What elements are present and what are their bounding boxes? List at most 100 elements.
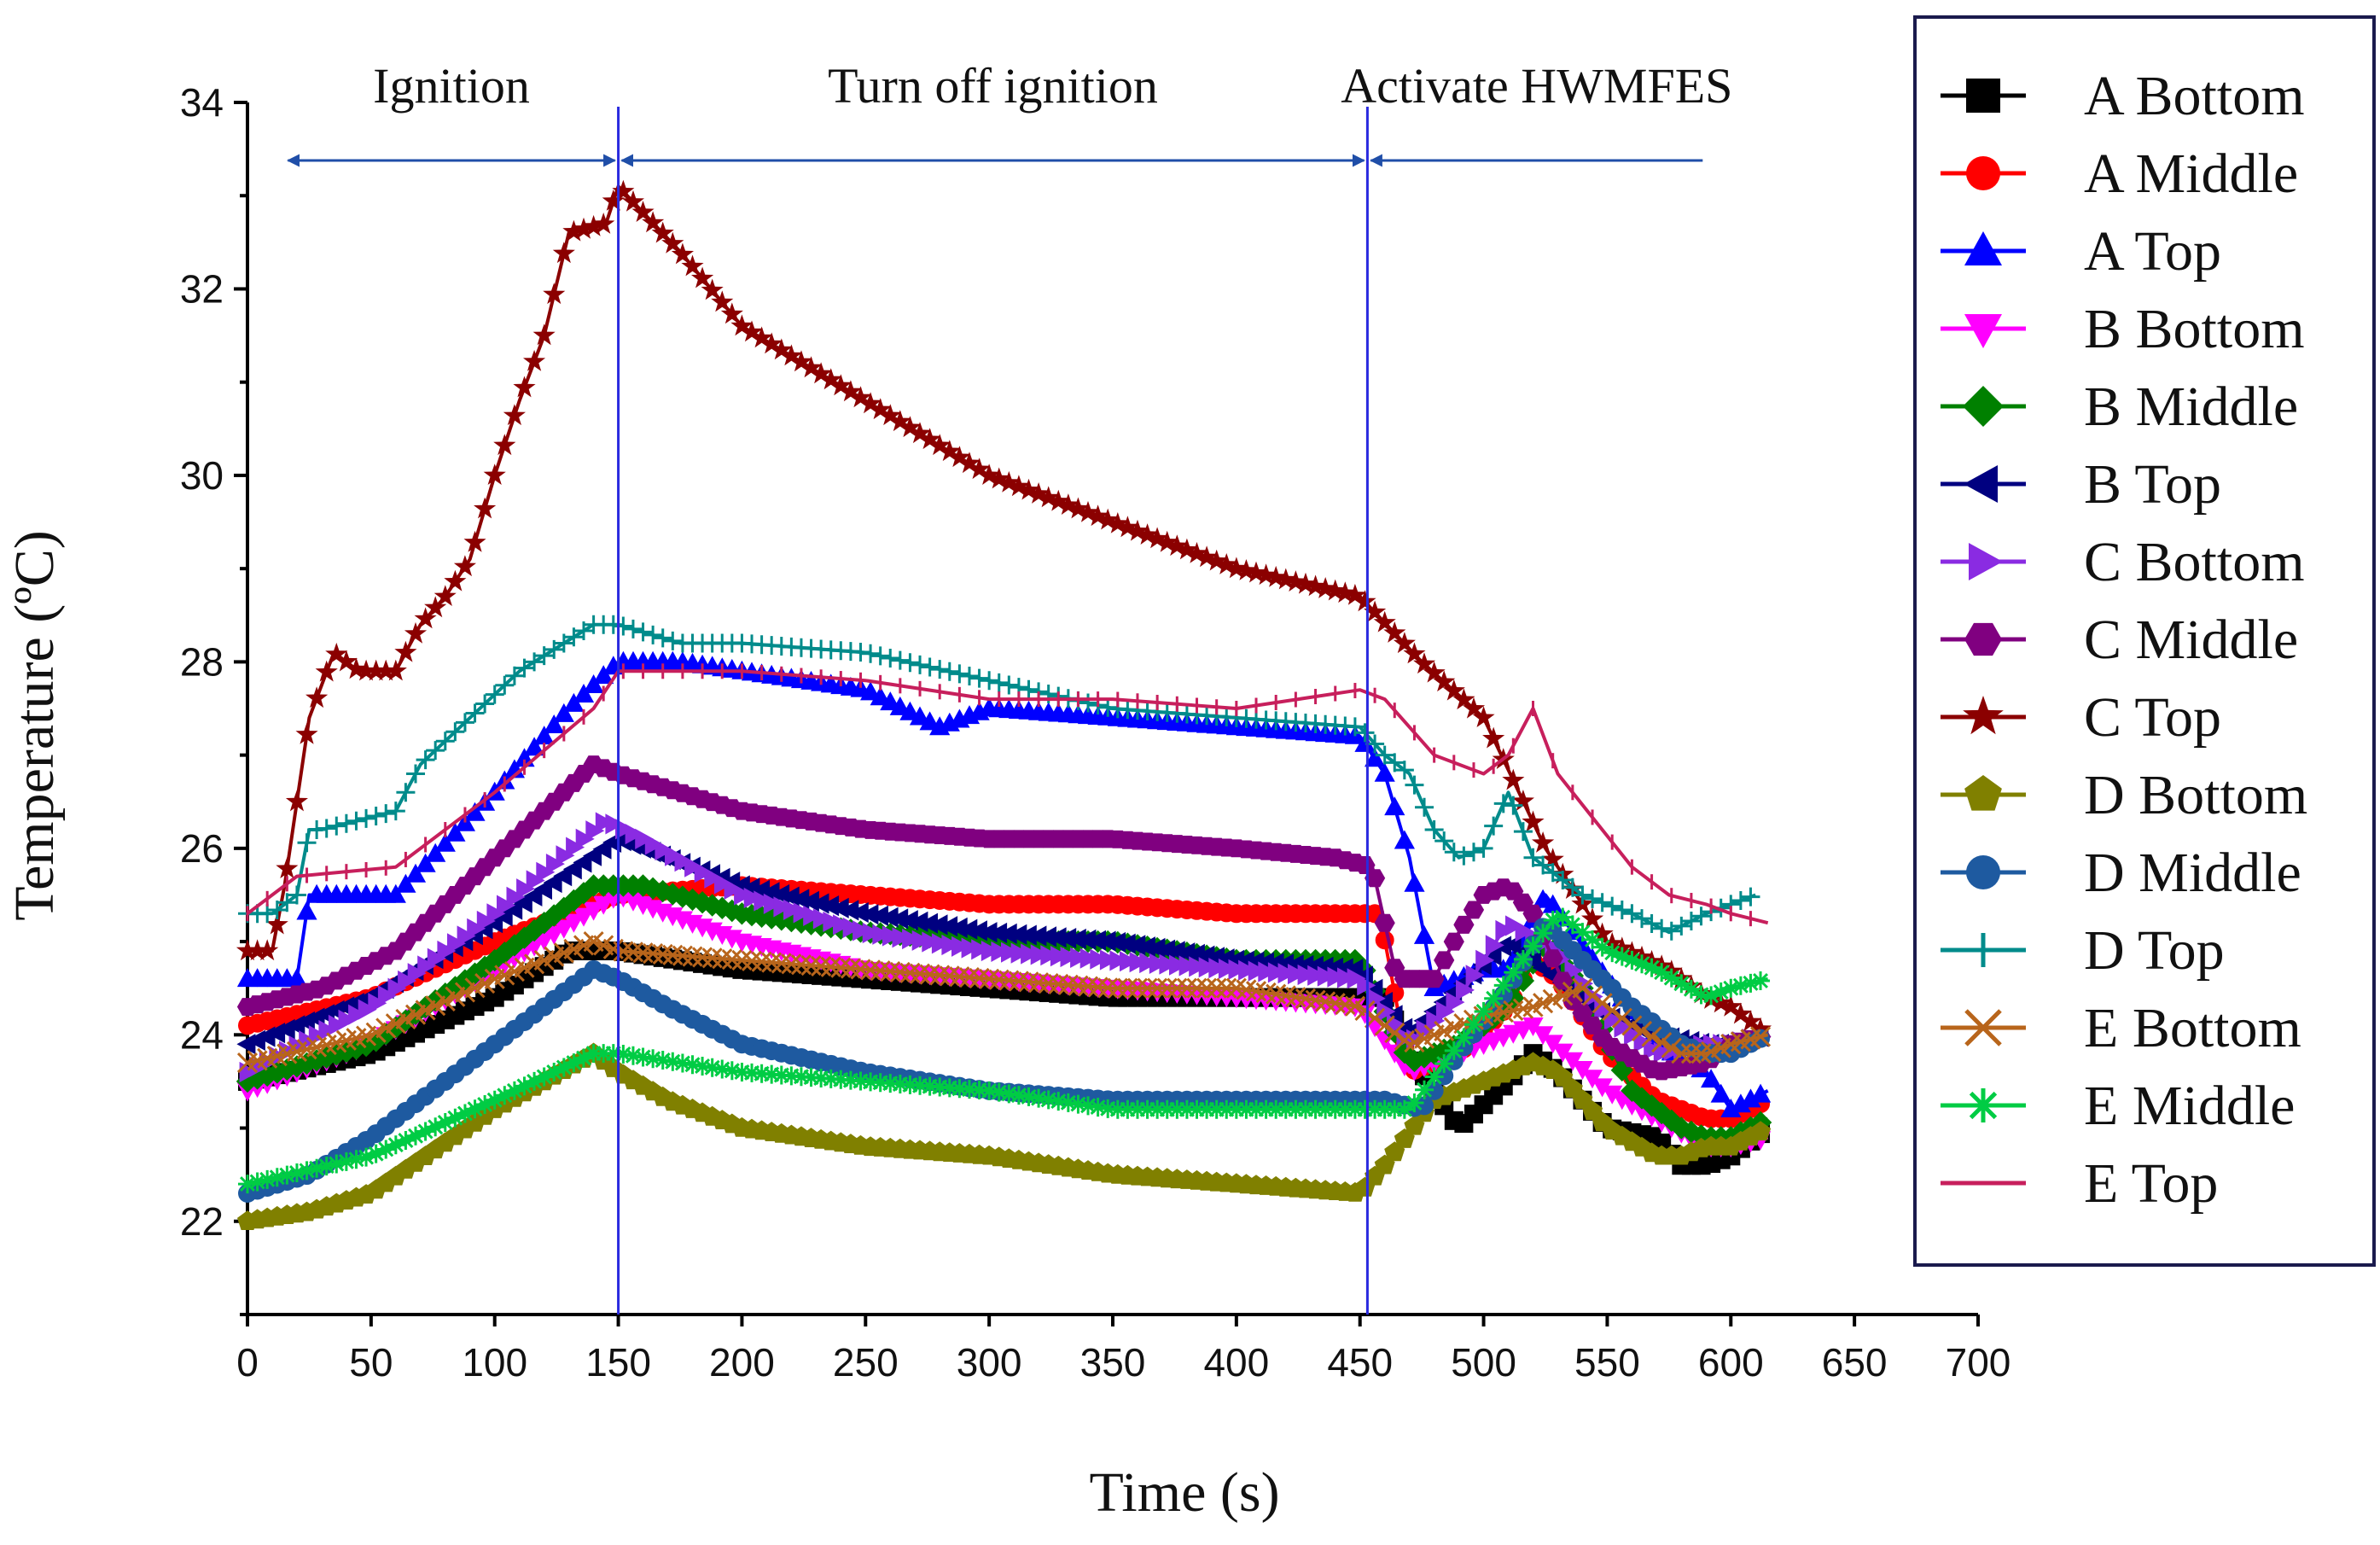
data-point: [1553, 907, 1573, 927]
data-point: [1415, 1096, 1434, 1116]
data-point: [900, 653, 920, 673]
data-point: [447, 933, 466, 954]
data-point: [1642, 958, 1661, 977]
data-point: [643, 1049, 663, 1069]
data-point: [1098, 1099, 1118, 1118]
data-point: [376, 1140, 396, 1159]
data-point: [1039, 1090, 1058, 1110]
data-point: [633, 1047, 653, 1067]
data-point: [544, 1063, 564, 1082]
data-point: [1413, 652, 1436, 674]
data-point: [427, 947, 446, 969]
data-point: [238, 1175, 257, 1194]
phase-label: Turn off ignition: [828, 58, 1158, 114]
y-tick-label: 22: [180, 1199, 224, 1244]
data-point: [1116, 516, 1139, 538]
data-point: [1120, 951, 1138, 972]
data-point: [920, 657, 940, 677]
data-point: [1652, 918, 1672, 938]
data-point: [1021, 943, 1040, 965]
data-point: [1592, 893, 1612, 912]
data-point: [1146, 527, 1169, 549]
data-point: [1070, 947, 1090, 968]
data-point: [463, 530, 486, 552]
data-point: [434, 585, 457, 606]
data-point: [998, 970, 1020, 991]
data-point: [623, 619, 643, 638]
data-point: [1721, 978, 1741, 998]
data-point: [1106, 512, 1129, 533]
data-point: [417, 955, 437, 977]
data-point: [1215, 553, 1238, 574]
data-point: [1691, 907, 1711, 926]
data-point: [1472, 706, 1495, 727]
data-point: [1175, 538, 1198, 560]
data-point: [1384, 796, 1405, 816]
data-point: [465, 1099, 485, 1119]
data-point: [1217, 1099, 1237, 1119]
series-line: [247, 1052, 1769, 1223]
data-point: [475, 1095, 495, 1115]
data-point: [1513, 949, 1533, 969]
data-point: [812, 1068, 831, 1087]
data-point: [1610, 1058, 1633, 1082]
data-point: [277, 893, 297, 912]
data-point: [1107, 931, 1126, 953]
data-point: [1515, 921, 1534, 942]
data-point: [1138, 1099, 1157, 1119]
data-point: [980, 671, 999, 691]
data-point: [593, 895, 614, 915]
data-point: [730, 314, 754, 336]
data-point: [1415, 797, 1434, 817]
data-point: [504, 666, 524, 685]
data-point: [1267, 962, 1287, 983]
data-point: [1169, 954, 1188, 976]
data-point: [869, 398, 892, 420]
data-point: [999, 1084, 1019, 1104]
data-point: [833, 914, 852, 936]
data-point: [1442, 679, 1465, 701]
data-point: [1079, 693, 1098, 713]
legend-marker: [1969, 543, 2003, 580]
data-point: [603, 1044, 623, 1064]
data-point: [394, 640, 417, 662]
data-point: [1652, 963, 1672, 982]
x-tick-label: 550: [1574, 1340, 1640, 1385]
data-point: [793, 902, 812, 924]
data-point: [525, 1071, 544, 1091]
data-point: [545, 854, 565, 875]
data-point: [1146, 937, 1166, 959]
data-point: [416, 1122, 435, 1141]
data-point: [267, 1168, 287, 1187]
data-point: [1484, 988, 1504, 1008]
data-point: [711, 290, 734, 312]
data-point: [1147, 977, 1168, 999]
legend-label: A Top: [2084, 220, 2221, 283]
data-point: [1444, 1041, 1463, 1060]
data-point: [1435, 1000, 1455, 1023]
data-point: [1444, 842, 1463, 862]
data-point: [1157, 1099, 1177, 1119]
data-point: [754, 890, 773, 912]
data-point: [950, 664, 969, 684]
data-point: [1701, 1069, 1722, 1088]
data-point: [1355, 1099, 1375, 1119]
data-point: [1583, 889, 1603, 908]
data-point: [338, 1009, 358, 1030]
data-point: [683, 1055, 702, 1075]
x-tick-label: 150: [585, 1340, 651, 1385]
phase-2: Turn off ignition: [620, 58, 1365, 167]
data-point: [425, 842, 446, 862]
data-point: [553, 919, 574, 939]
data-point: [483, 464, 506, 485]
data-point: [1038, 926, 1056, 947]
data-point: [1394, 761, 1414, 780]
data-point: [859, 392, 882, 414]
data-point: [783, 899, 802, 920]
data-point: [1337, 967, 1356, 988]
data-point: [781, 953, 802, 975]
data-point: [1702, 986, 1721, 1006]
legend-marker: [1966, 933, 2000, 967]
data-point: [812, 908, 832, 930]
data-point: [406, 1126, 426, 1146]
